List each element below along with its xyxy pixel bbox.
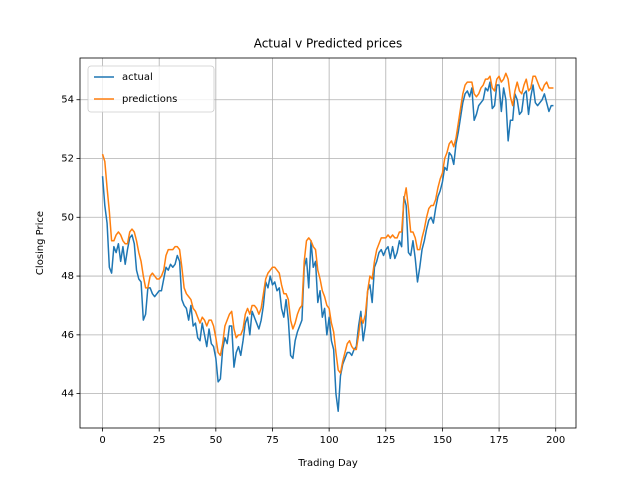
y-tick-label: 54	[61, 95, 74, 106]
x-tick-label: 75	[266, 435, 279, 446]
y-tick-label: 52	[61, 154, 74, 165]
x-tick-label: 0	[99, 435, 105, 446]
legend-box	[87, 65, 215, 113]
y-tick-label: 48	[61, 271, 74, 282]
y-axis-label: Closing Price	[35, 211, 46, 275]
y-tick-label: 46	[61, 330, 74, 341]
x-tick-label: 50	[209, 435, 222, 446]
legend-label: actual	[122, 72, 153, 83]
axes-frame	[79, 57, 577, 429]
x-tick-label: 100	[320, 435, 339, 446]
x-tick-label: 175	[490, 435, 509, 446]
x-tick-label: 125	[376, 435, 395, 446]
x-axis-label: Trading Day	[297, 458, 358, 469]
x-tick-label: 25	[153, 435, 166, 446]
x-tick-label: 150	[433, 435, 452, 446]
y-tick-label: 50	[61, 212, 74, 223]
y-tick-label: 44	[61, 389, 74, 400]
chart-title: Actual v Predicted prices	[254, 37, 403, 51]
line-series	[101, 81, 554, 412]
legend-label: predictions	[122, 94, 177, 105]
x-tick-label: 200	[546, 435, 565, 446]
line-series	[101, 72, 554, 374]
